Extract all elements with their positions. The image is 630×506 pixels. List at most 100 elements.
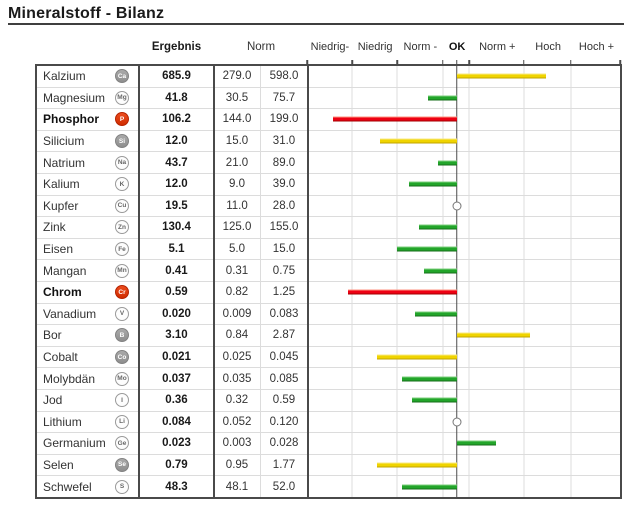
result-value: 0.037 bbox=[162, 372, 191, 385]
element-symbol-icon: B bbox=[115, 328, 129, 343]
element-icon-cell: Li bbox=[107, 412, 137, 433]
norm-high-value: 0.120 bbox=[269, 415, 299, 428]
element-icon-cell: K bbox=[107, 174, 137, 195]
level-indicator-cell bbox=[307, 368, 620, 389]
table-row: Silicium Si 12.0 15.0 31.0 bbox=[37, 131, 620, 153]
element-symbol-icon: S bbox=[115, 479, 129, 494]
level-bar bbox=[424, 268, 457, 274]
element-symbol-icon: Cr bbox=[115, 285, 129, 300]
mineral-name: Molybdän bbox=[43, 371, 96, 386]
element-symbol-icon: Co bbox=[115, 350, 129, 365]
element-icon-cell: I bbox=[107, 390, 137, 411]
result-value: 41.8 bbox=[165, 91, 188, 104]
norm-high-value: 52.0 bbox=[272, 480, 296, 493]
level-indicator-cell bbox=[307, 152, 620, 173]
element-symbol-icon: Mg bbox=[115, 90, 129, 105]
level-indicator-cell bbox=[307, 88, 620, 109]
level-bar bbox=[412, 397, 457, 403]
norm-low-value: 48.1 bbox=[225, 480, 249, 493]
result-value: 0.021 bbox=[162, 351, 191, 364]
result-value: 12.0 bbox=[165, 178, 188, 191]
scale-header: OK bbox=[448, 41, 466, 53]
level-bar bbox=[347, 289, 457, 295]
level-indicator-cell bbox=[307, 476, 620, 497]
level-indicator-cell bbox=[307, 433, 620, 454]
norm-low-value: 125.0 bbox=[222, 221, 252, 234]
norm-low-value: 0.025 bbox=[222, 351, 252, 364]
norm-high-value: 89.0 bbox=[272, 156, 296, 169]
mineral-name: Natrium bbox=[43, 155, 86, 170]
level-indicator-cell bbox=[307, 325, 620, 346]
scale-header: Niedrig bbox=[357, 41, 393, 53]
mineral-name: Kalium bbox=[43, 177, 80, 192]
element-symbol-icon: Zn bbox=[115, 220, 129, 235]
result-value: 0.023 bbox=[162, 437, 191, 450]
norm-low-value: 0.009 bbox=[222, 307, 252, 320]
level-indicator-cell bbox=[307, 282, 620, 303]
norm-high-value: 75.7 bbox=[272, 91, 296, 104]
norm-low-value: 11.0 bbox=[226, 199, 248, 212]
element-icon-cell: V bbox=[107, 304, 137, 325]
table-row: Chrom Cr 0.59 0.82 1.25 bbox=[37, 282, 620, 304]
mineral-name: Germanium bbox=[43, 436, 106, 451]
element-icon-cell: Na bbox=[107, 152, 137, 173]
separator-norm-low-high bbox=[260, 66, 261, 497]
norm-low-value: 0.003 bbox=[222, 437, 252, 450]
element-icon-cell: Mn bbox=[107, 260, 137, 281]
norm-high-value: 0.75 bbox=[272, 264, 296, 277]
column-header-norm: Norm bbox=[246, 41, 276, 53]
level-indicator-cell bbox=[307, 109, 620, 130]
table-row: Magnesium Mg 41.8 30.5 75.7 bbox=[37, 88, 620, 110]
element-symbol-icon: P bbox=[115, 112, 129, 127]
norm-low-value: 5.0 bbox=[229, 243, 245, 256]
table-row: Eisen Fe 5.1 5.0 15.0 bbox=[37, 239, 620, 261]
element-symbol-icon: Ca bbox=[115, 69, 129, 84]
level-indicator-cell bbox=[307, 217, 620, 238]
element-symbol-icon: I bbox=[115, 393, 129, 408]
mineral-name: Eisen bbox=[43, 242, 74, 257]
result-value: 19.5 bbox=[165, 199, 188, 212]
norm-high-value: 15.0 bbox=[272, 243, 296, 256]
mineral-name: Cobalt bbox=[43, 350, 78, 365]
element-icon-cell: Cr bbox=[107, 282, 137, 303]
level-indicator-cell bbox=[307, 347, 620, 368]
table-row: Molybdän Mo 0.037 0.035 0.085 bbox=[37, 368, 620, 390]
level-marker bbox=[452, 417, 462, 427]
mineral-name: Schwefel bbox=[43, 479, 92, 494]
element-symbol-icon: V bbox=[115, 306, 129, 321]
level-bar bbox=[402, 376, 457, 382]
mineral-name: Vanadium bbox=[43, 306, 97, 321]
table-row: Vanadium V 0.020 0.009 0.083 bbox=[37, 304, 620, 326]
mineral-name: Phosphor bbox=[43, 112, 99, 127]
level-indicator-cell bbox=[307, 131, 620, 152]
table-row: Mangan Mn 0.41 0.31 0.75 bbox=[37, 260, 620, 282]
level-bar bbox=[456, 440, 496, 446]
element-icon-cell: Cu bbox=[107, 196, 137, 217]
page-title: Mineralstoff - Bilanz bbox=[8, 5, 165, 22]
element-icon-cell: Mo bbox=[107, 368, 137, 389]
result-value: 3.10 bbox=[165, 329, 188, 342]
level-indicator-cell bbox=[307, 390, 620, 411]
table-row: Natrium Na 43.7 21.0 89.0 bbox=[37, 152, 620, 174]
column-header-ergebnis: Ergebnis bbox=[151, 41, 202, 53]
table-row: Phosphor P 106.2 144.0 199.0 bbox=[37, 109, 620, 131]
norm-high-value: 0.085 bbox=[269, 372, 299, 385]
result-value: 0.020 bbox=[162, 307, 191, 320]
level-bar bbox=[428, 95, 457, 101]
level-bar bbox=[402, 484, 457, 490]
level-bar bbox=[415, 311, 457, 317]
results-table: Kalzium Ca 685.9 279.0 598.0 Magnesium M… bbox=[35, 60, 622, 499]
table-row: Lithium Li 0.084 0.052 0.120 bbox=[37, 412, 620, 434]
level-bar bbox=[438, 160, 457, 166]
norm-high-value: 2.87 bbox=[272, 329, 296, 342]
result-value: 106.2 bbox=[162, 113, 191, 126]
mineral-name: Selen bbox=[43, 457, 74, 472]
level-bar bbox=[377, 354, 457, 360]
element-symbol-icon: Ge bbox=[115, 436, 129, 451]
element-icon-cell: Si bbox=[107, 131, 137, 152]
norm-high-value: 28.0 bbox=[272, 199, 296, 212]
norm-low-value: 0.052 bbox=[222, 415, 252, 428]
element-icon-cell: Se bbox=[107, 455, 137, 476]
table-row: Jod I 0.36 0.32 0.59 bbox=[37, 390, 620, 412]
